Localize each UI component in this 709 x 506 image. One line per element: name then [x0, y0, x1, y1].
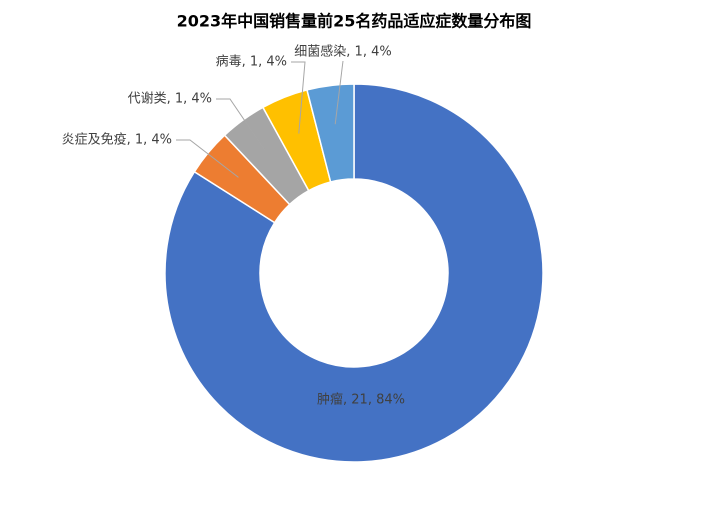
data-label: 肿瘤, 21, 84% [317, 392, 405, 408]
donut-slice [306, 83, 355, 183]
data-label: 病毒, 1, 4% [216, 55, 287, 70]
leader-line [291, 61, 306, 134]
leader-line [216, 98, 267, 152]
data-label: 细菌感染, 1, 4% [294, 44, 391, 60]
chart-title: 2023年中国销售量前25名药品适应症数量分布图 [177, 12, 532, 31]
donut-slice [164, 83, 544, 463]
data-label: 炎症及免疫, 1, 4% [62, 132, 172, 148]
leader-line [176, 139, 239, 178]
leader-line [334, 60, 344, 125]
data-label: 代谢类, 1, 4% [128, 91, 212, 107]
